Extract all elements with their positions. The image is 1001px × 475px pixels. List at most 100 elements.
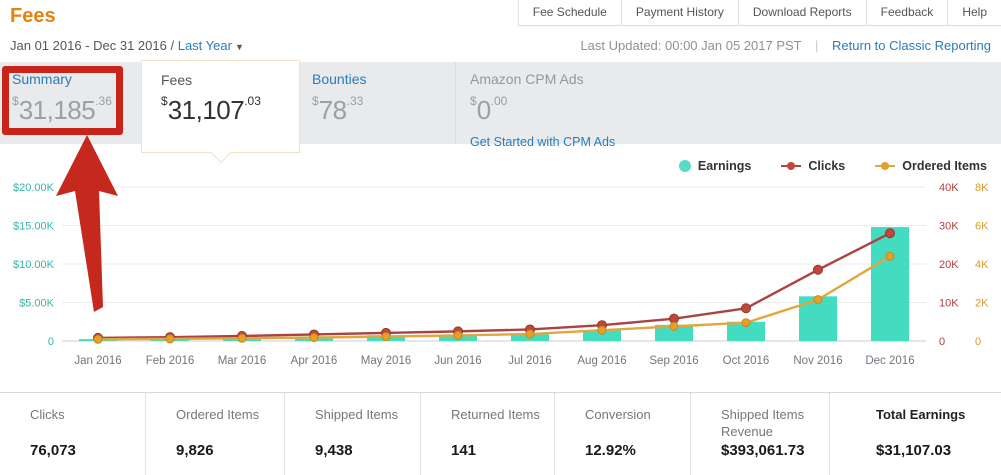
- nav-item-fee-schedule[interactable]: Fee Schedule: [517, 0, 621, 25]
- date-range-separator: /: [170, 38, 175, 53]
- svg-text:$20.00K: $20.00K: [13, 182, 55, 194]
- stat-label: Ordered Items: [176, 407, 260, 422]
- fees-combo-chart: $20.00K 40K 8K $15.00K 30K 6K $10.00K 20K 4K $5.0…: [13, 182, 989, 367]
- ordered-items-point: [885, 251, 895, 261]
- svg-text:2K: 2K: [975, 298, 989, 310]
- ordered-items-point: [669, 321, 679, 331]
- svg-text:Feb 2016: Feb 2016: [146, 355, 195, 367]
- top-navigation: Fee Schedule Payment History Download Repo…: [517, 0, 1001, 26]
- date-range-row: Jan 01 2016 - Dec 31 2016 / Last Year ▼: [10, 38, 244, 53]
- legend-item-earnings[interactable]: Earnings: [678, 159, 752, 173]
- ordered-items-point: [813, 295, 823, 305]
- nav-item-help[interactable]: Help: [947, 0, 1001, 25]
- ordered-items-point: [453, 330, 463, 340]
- tab-fees-selected[interactable]: Fees $31,107.03: [141, 60, 300, 164]
- legend-label: Clicks: [808, 159, 846, 173]
- svg-text:Apr 2016: Apr 2016: [291, 355, 338, 367]
- report-tab-strip: Summary $31,185.36 Fees $31,107.03 Bount…: [0, 60, 1001, 164]
- tab-fees-amount: $31,107.03: [161, 94, 261, 125]
- svg-text:Mar 2016: Mar 2016: [218, 355, 267, 367]
- stat-label: Returned Items: [451, 407, 540, 422]
- svg-text:0: 0: [48, 336, 54, 348]
- stat-value: 9,826: [176, 442, 214, 459]
- ordered-items-point: [237, 333, 247, 343]
- svg-text:8K: 8K: [975, 182, 989, 194]
- tab-summary[interactable]: Summary $31,185.36: [0, 62, 141, 144]
- page-title: Fees: [10, 5, 56, 27]
- ordered-items-point: [165, 334, 175, 344]
- ordered-items-swatch-icon: [875, 162, 896, 170]
- stat-value: $31,107.03: [876, 442, 952, 459]
- stat-value: 12.92%: [585, 442, 636, 459]
- svg-text:20K: 20K: [939, 259, 959, 271]
- tab-summary-amount: $31,185.36: [12, 94, 112, 125]
- tab-amazon-cpm-ads[interactable]: Amazon CPM Ads $0.00 Get Started with CP…: [455, 62, 1001, 149]
- ordered-items-point: [741, 318, 751, 328]
- svg-text:Oct 2016: Oct 2016: [723, 355, 770, 367]
- ordered-items-point: [525, 329, 535, 339]
- get-started-cpm-link[interactable]: Get Started with CPM Ads: [470, 135, 616, 149]
- stat-clicks: Clicks 76,073: [0, 393, 145, 475]
- stat-shipped-items: Shipped Items 9,438: [284, 393, 420, 475]
- ordered-items-point: [309, 333, 319, 343]
- svg-text:$5.00K: $5.00K: [19, 298, 55, 310]
- sub-header: Jan 01 2016 - Dec 31 2016 / Last Year ▼ L…: [0, 30, 1001, 62]
- chevron-down-icon[interactable]: ▼: [234, 42, 244, 52]
- svg-text:30K: 30K: [939, 221, 959, 233]
- tab-cpm-amount: $0.00: [470, 94, 508, 125]
- stat-total-earnings: Total Earnings $31,107.03: [829, 393, 1001, 475]
- range-selector-link[interactable]: Last Year: [177, 38, 232, 53]
- svg-text:Jun 2016: Jun 2016: [434, 355, 481, 367]
- legend-item-ordered-items[interactable]: Ordered Items: [875, 159, 987, 173]
- clicks-point: [669, 313, 679, 324]
- svg-text:10K: 10K: [939, 298, 959, 310]
- svg-text:Jan 2016: Jan 2016: [74, 355, 121, 367]
- ordered-items-point: [597, 325, 607, 335]
- top-bar: Fees Fee Schedule Payment History Download…: [0, 0, 1001, 30]
- nav-item-feedback[interactable]: Feedback: [865, 0, 948, 25]
- stat-value: 9,438: [315, 442, 353, 459]
- fees-chart-section: Earnings Clicks Ordered Items $20.00K 40K 8K…: [0, 144, 1001, 392]
- svg-text:Jul 2016: Jul 2016: [508, 355, 551, 367]
- stat-returned-items: Returned Items 141: [420, 393, 554, 475]
- earnings-bar: [583, 330, 621, 341]
- nav-item-payment-history[interactable]: Payment History: [620, 0, 738, 25]
- svg-text:May 2016: May 2016: [361, 355, 412, 367]
- legend-label: Earnings: [697, 159, 752, 173]
- legend-label: Ordered Items: [902, 159, 987, 173]
- tab-fees-label[interactable]: Fees: [161, 72, 193, 88]
- stat-value: 76,073: [30, 442, 76, 459]
- legend-item-clicks[interactable]: Clicks: [781, 159, 845, 173]
- tab-summary-label[interactable]: Summary: [12, 71, 72, 87]
- tab-cpm-label: Amazon CPM Ads: [470, 71, 584, 87]
- svg-text:0: 0: [939, 336, 945, 348]
- chart-legend: Earnings Clicks Ordered Items: [0, 144, 1001, 175]
- return-classic-link[interactable]: Return to Classic Reporting: [832, 38, 991, 53]
- svg-text:40K: 40K: [939, 182, 959, 194]
- earnings-swatch-icon: [678, 160, 691, 172]
- stat-ordered-items: Ordered Items 9,826: [145, 393, 284, 475]
- earnings-bar: [727, 321, 765, 341]
- clicks-swatch-icon: [781, 162, 802, 170]
- date-range: Jan 01 2016 - Dec 31 2016: [10, 38, 167, 53]
- ordered-items-point: [381, 332, 391, 342]
- stat-label: Shipped Items Revenue: [721, 407, 805, 439]
- svg-text:Aug 2016: Aug 2016: [577, 355, 626, 367]
- updated-row: Last Updated: 00:00 Jan 05 2017 PST | Re…: [580, 38, 991, 53]
- clicks-point: [741, 303, 751, 314]
- stat-value: $393,061.73: [721, 442, 805, 459]
- stat-label: Clicks: [30, 407, 65, 422]
- svg-text:0: 0: [975, 336, 981, 348]
- stat-conversion: Conversion 12.92%: [554, 393, 690, 475]
- ordered-items-point: [93, 334, 103, 344]
- stat-label: Conversion: [585, 407, 651, 422]
- svg-text:Dec 2016: Dec 2016: [865, 355, 914, 367]
- clicks-point: [813, 264, 823, 275]
- nav-item-download-reports[interactable]: Download Reports: [737, 0, 866, 25]
- stat-value: 141: [451, 442, 477, 459]
- last-updated-text: Last Updated: 00:00 Jan 05 2017 PST: [580, 38, 802, 53]
- tab-bounties-amount: $78.33: [312, 94, 364, 125]
- tab-bounties[interactable]: Bounties $78.33: [300, 62, 455, 144]
- tab-bounties-label[interactable]: Bounties: [312, 71, 367, 87]
